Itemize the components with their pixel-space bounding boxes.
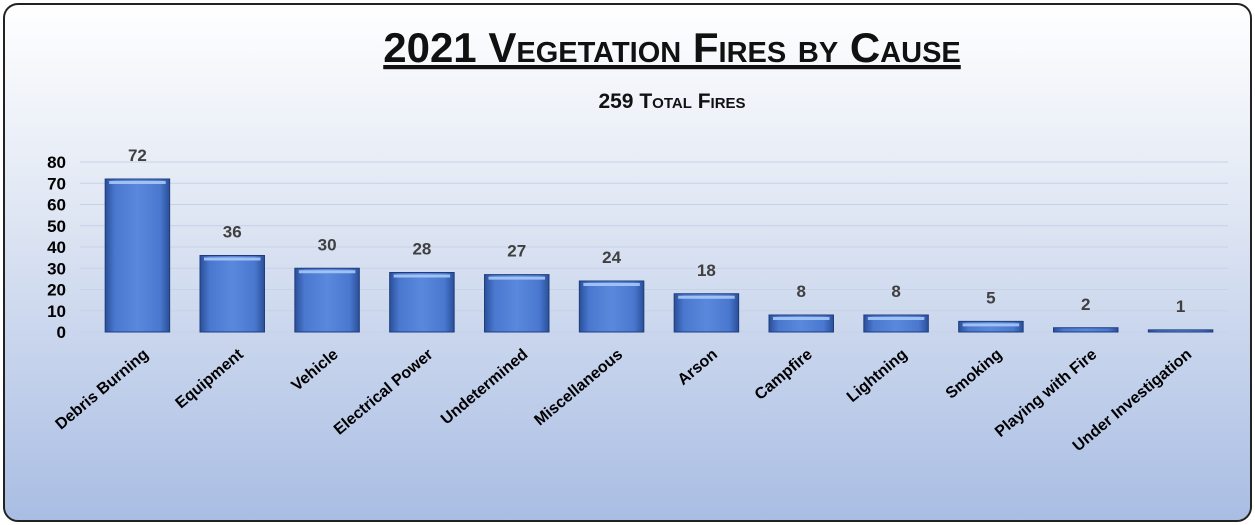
bar xyxy=(294,267,360,333)
y-tick-label: 20 xyxy=(47,281,66,300)
bar xyxy=(104,178,171,333)
y-tick-label: 0 xyxy=(57,323,66,342)
chart-title: 2021 Vegetation Fires by Cause xyxy=(383,24,961,71)
bar xyxy=(199,255,265,333)
y-tick-label: 70 xyxy=(47,174,66,193)
bar-highlight xyxy=(867,317,925,320)
bar xyxy=(1147,329,1214,333)
bar-highlight xyxy=(109,181,166,184)
bar-highlight xyxy=(962,323,1020,327)
data-label: 18 xyxy=(697,261,716,280)
bar-highlight xyxy=(583,283,640,286)
bar-highlight xyxy=(204,257,261,261)
data-label: 30 xyxy=(318,235,337,254)
bar xyxy=(1053,327,1119,333)
bar xyxy=(958,320,1024,333)
data-label: 36 xyxy=(223,223,242,242)
data-label: 2 xyxy=(1081,295,1090,314)
y-tick-label: 60 xyxy=(47,196,66,215)
bar xyxy=(578,280,645,333)
bar xyxy=(484,274,550,333)
y-tick-label: 10 xyxy=(47,302,66,321)
bar-highlight xyxy=(393,274,451,278)
bar-highlight xyxy=(488,276,545,280)
bar xyxy=(673,293,740,333)
y-tick-label: 30 xyxy=(47,259,66,278)
y-tick-label: 50 xyxy=(47,217,66,236)
chart-frame xyxy=(3,3,1252,522)
y-tick-label: 40 xyxy=(47,238,66,257)
data-label: 72 xyxy=(128,146,147,165)
data-label: 24 xyxy=(602,248,621,267)
data-label: 1 xyxy=(1176,297,1185,316)
data-label: 28 xyxy=(412,240,431,259)
data-label: 8 xyxy=(891,282,900,301)
data-label: 27 xyxy=(507,242,526,261)
y-tick-label: 80 xyxy=(47,153,66,172)
bar-highlight xyxy=(678,295,735,299)
data-label: 8 xyxy=(797,282,806,301)
data-label: 5 xyxy=(986,288,995,307)
bar-highlight xyxy=(773,317,830,320)
chart-subtitle: 259 Total Fires xyxy=(598,90,745,113)
bar xyxy=(389,272,455,333)
bar-highlight xyxy=(298,270,356,274)
